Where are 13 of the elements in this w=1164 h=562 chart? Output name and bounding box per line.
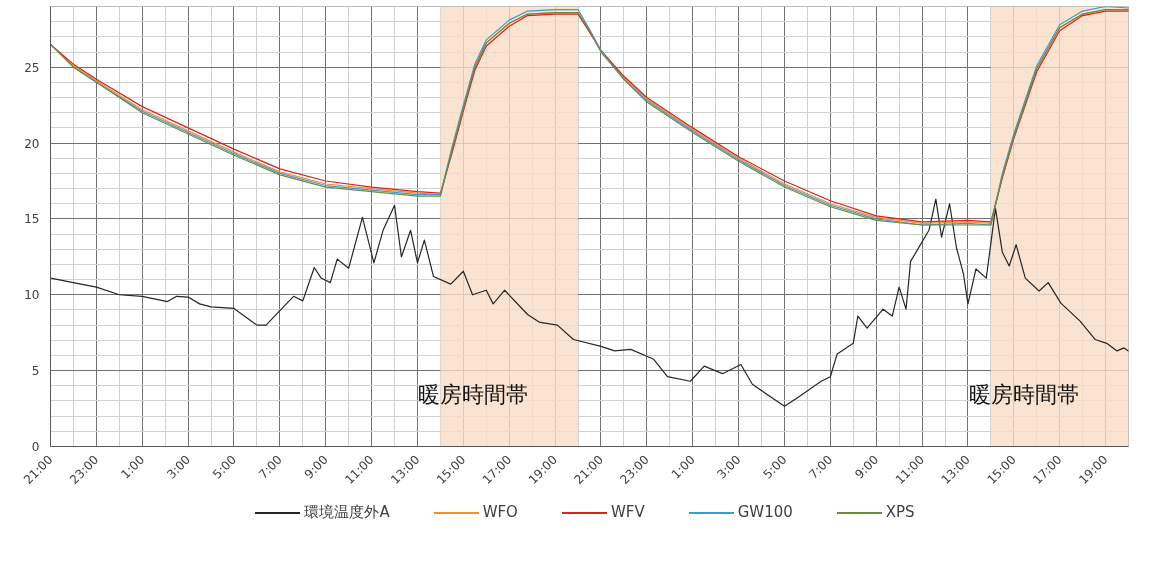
- legend-label: WFO: [482, 502, 518, 524]
- y-tick-label: 5: [31, 364, 40, 379]
- legend-label: WFV: [610, 502, 645, 524]
- y-tick-label: 20: [24, 136, 40, 151]
- y-tick-label: 25: [24, 60, 40, 75]
- legend-label: 環境温度外A: [304, 502, 390, 524]
- y-tick-label: 10: [24, 288, 40, 303]
- legend-label: XPS: [885, 502, 915, 524]
- band-label: 暖房時間帯: [418, 381, 529, 407]
- band-label: 暖房時間帯: [968, 381, 1079, 407]
- y-tick-label: 15: [24, 212, 40, 227]
- legend-label: GW100: [737, 502, 793, 524]
- y-tick-label: 0: [31, 440, 40, 454]
